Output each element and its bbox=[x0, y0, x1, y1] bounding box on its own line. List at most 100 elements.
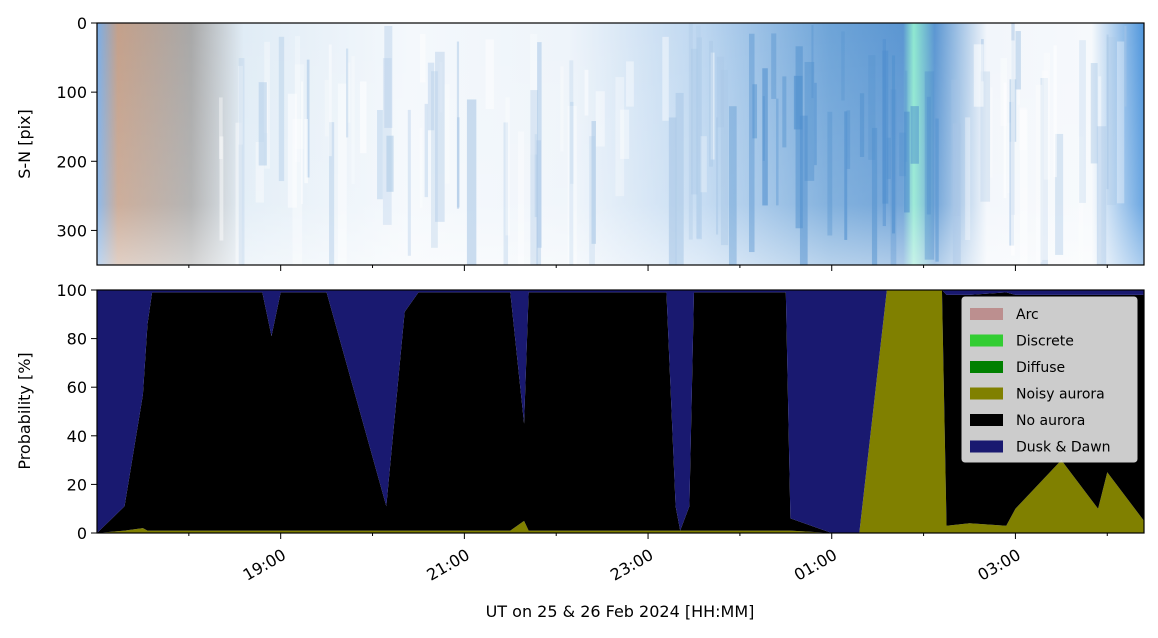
area-no-aurora bbox=[97, 290, 1144, 533]
keogram-streak bbox=[530, 33, 538, 155]
keogram-streak bbox=[537, 42, 542, 248]
keogram-streak bbox=[827, 111, 833, 236]
keogram-y-ticks: 0 100 200 300 bbox=[56, 14, 97, 240]
keogram-streak bbox=[1078, 136, 1084, 265]
keogram-streak bbox=[846, 110, 851, 169]
keogram-streak bbox=[1124, 25, 1127, 107]
x-tick-label: 21:00 bbox=[423, 545, 472, 585]
keogram-streak bbox=[1043, 52, 1050, 180]
legend-box bbox=[961, 296, 1138, 463]
probability-y-tick-label: 60 bbox=[67, 378, 87, 397]
keogram-streak bbox=[926, 96, 931, 215]
keogram-streak bbox=[1003, 82, 1007, 199]
keogram-streak bbox=[518, 131, 525, 265]
keogram-streak bbox=[377, 110, 383, 200]
keogram-streak bbox=[534, 134, 538, 218]
keogram-streak bbox=[530, 90, 538, 265]
keogram-streak bbox=[278, 36, 285, 182]
keogram-streak bbox=[924, 71, 935, 260]
keogram-streak bbox=[219, 97, 223, 160]
keogram-streak bbox=[595, 91, 605, 147]
keogram-streak bbox=[716, 56, 725, 128]
keogram-streak bbox=[814, 82, 817, 166]
legend-label: No aurora bbox=[1016, 413, 1085, 429]
keogram-streak bbox=[238, 58, 245, 265]
keogram-streak bbox=[626, 61, 634, 107]
keogram-streak bbox=[419, 33, 426, 83]
keogram-streak bbox=[560, 66, 564, 152]
keogram-streak bbox=[1106, 37, 1117, 205]
keogram-streak bbox=[620, 109, 630, 159]
keogram-streak bbox=[419, 127, 423, 209]
keogram-streak bbox=[710, 52, 715, 160]
probability-y-tick-label: 100 bbox=[56, 281, 87, 300]
probability-y-ticks: 0 20 40 60 80 100 bbox=[56, 281, 97, 543]
keogram-streak bbox=[752, 84, 758, 139]
keogram-streak bbox=[235, 122, 242, 265]
legend-swatch bbox=[970, 387, 1003, 400]
keogram-streak bbox=[952, 123, 961, 265]
keogram-streak bbox=[1040, 78, 1048, 265]
keogram-streak bbox=[435, 51, 445, 222]
keogram-streak bbox=[973, 44, 984, 107]
area-dusk-dawn bbox=[97, 290, 1144, 533]
keogram-streak bbox=[762, 96, 765, 161]
keogram-streak bbox=[965, 117, 971, 240]
legend-swatch bbox=[970, 414, 1003, 426]
probability-y-tick-label: 0 bbox=[77, 524, 87, 543]
probability-y-axis-label: Probability [%] bbox=[15, 352, 34, 469]
keogram-streak bbox=[935, 118, 939, 262]
keogram-streak bbox=[238, 65, 243, 145]
keogram-streak bbox=[503, 122, 509, 265]
keogram-streak bbox=[1007, 122, 1011, 194]
keogram-streak bbox=[804, 61, 815, 181]
keogram-streak bbox=[1035, 84, 1043, 263]
keogram-streak bbox=[1011, 40, 1015, 256]
legend-label: Discrete bbox=[1016, 334, 1074, 350]
keogram-streak bbox=[882, 39, 886, 227]
keogram-streak bbox=[292, 118, 303, 265]
probability-x-ticks: 19:00 21:00 23:00 01:00 03:00 bbox=[188, 533, 1108, 585]
keogram-streak bbox=[748, 33, 755, 253]
keogram-streak bbox=[569, 60, 574, 265]
keogram-streak bbox=[439, 62, 443, 113]
probability-y-tick-label: 20 bbox=[67, 475, 87, 494]
keogram-shading bbox=[97, 23, 1144, 265]
legend: Arc Discrete Diffuse Noisy aurora No aurora D… bbox=[961, 296, 1138, 463]
keogram-streak bbox=[444, 84, 450, 184]
legend-swatch bbox=[970, 361, 1003, 373]
legend-swatch bbox=[970, 334, 1003, 347]
keogram-streak bbox=[264, 41, 270, 169]
keogram-streak bbox=[1116, 41, 1125, 204]
keogram-streak bbox=[771, 33, 777, 99]
keogram-streak bbox=[795, 46, 803, 229]
keogram-streak bbox=[882, 50, 889, 204]
keogram-x-ticks bbox=[188, 265, 1108, 271]
keogram-streak bbox=[301, 81, 304, 204]
keogram-y-axis-label: S-N [pix] bbox=[15, 109, 34, 179]
x-tick-label: 19:00 bbox=[240, 545, 289, 585]
x-tick-label: 01:00 bbox=[791, 545, 840, 585]
keogram-streak bbox=[1020, 109, 1028, 265]
keogram-streak bbox=[811, 25, 814, 99]
probability-frame bbox=[96, 289, 1145, 534]
keogram-streak bbox=[570, 101, 574, 184]
keogram-y-tick-label: 0 bbox=[77, 14, 87, 33]
keogram-streak bbox=[219, 136, 224, 241]
keogram-streak bbox=[696, 25, 701, 239]
keogram-streak bbox=[871, 127, 878, 265]
legend-label: Arc bbox=[1016, 307, 1039, 323]
keogram-streak bbox=[328, 44, 332, 157]
keogram-streak bbox=[505, 97, 510, 236]
keogram-streak bbox=[844, 111, 848, 240]
keogram-streak bbox=[891, 55, 896, 234]
keogram-streak bbox=[329, 122, 335, 265]
legend-label: Diffuse bbox=[1016, 360, 1065, 376]
keogram-streak bbox=[662, 36, 669, 121]
keogram-y-tick-label: 300 bbox=[56, 221, 87, 240]
keogram-streak bbox=[1019, 107, 1027, 151]
keogram-streak bbox=[890, 89, 897, 265]
keogram-streak bbox=[457, 117, 460, 208]
legend-swatch bbox=[970, 440, 1003, 453]
